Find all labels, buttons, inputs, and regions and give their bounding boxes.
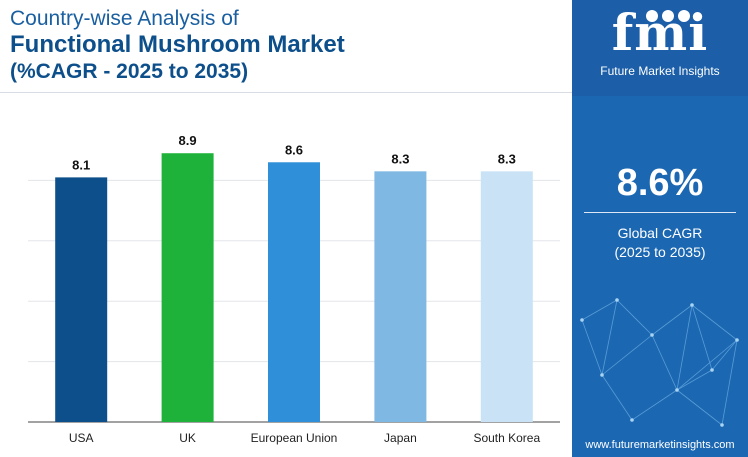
title-line-2: Functional Mushroom Market [10, 31, 345, 58]
chart-panel: Country-wise Analysis of Functional Mush… [0, 6, 572, 445]
website-url: www.futuremarketinsights.com [585, 439, 735, 451]
cagr-divider [584, 212, 736, 213]
x-tick-label: USA [69, 431, 94, 445]
data-label: 8.6 [285, 142, 303, 157]
global-cagr-label: Global CAGR [617, 225, 703, 241]
x-tick-label: European Union [251, 431, 338, 445]
logo-text: fmi [611, 3, 709, 62]
bar [55, 177, 108, 422]
bar [480, 171, 533, 422]
x-tick-label: UK [179, 431, 196, 445]
global-cagr-value: 8.6% [616, 162, 704, 204]
data-label: 8.3 [391, 151, 409, 166]
title-line-1: Country-wise Analysis of [10, 7, 239, 30]
chart-title: Country-wise Analysis of Functional Mush… [10, 6, 550, 84]
title-line-3: (%CAGR - 2025 to 2035) [10, 60, 249, 83]
bar [374, 171, 427, 422]
logo-subtitle: Future Market Insights [600, 64, 720, 78]
x-tick-label: South Korea [473, 431, 540, 445]
global-cagr-period: (2025 to 2035) [614, 244, 706, 260]
summary-panel: fmi Future Market Insights 8.6% Global C… [572, 0, 748, 457]
data-label: 8.9 [179, 133, 197, 148]
network-pattern-icon [580, 298, 739, 427]
logo-area [572, 0, 748, 96]
title-divider [0, 92, 572, 93]
bar [268, 162, 320, 422]
data-label: 8.3 [498, 151, 516, 166]
x-tick-label: Japan [384, 431, 417, 445]
fmi-logo: fmi Future Market Insights [572, 3, 748, 79]
bar-chart: 8.1 USA 8.9 UK 8.6 European Union 8.3 Japan 8.3 S… [28, 133, 560, 445]
data-label: 8.1 [72, 157, 90, 172]
bar [161, 153, 214, 422]
logo-dots-icon [646, 10, 690, 22]
